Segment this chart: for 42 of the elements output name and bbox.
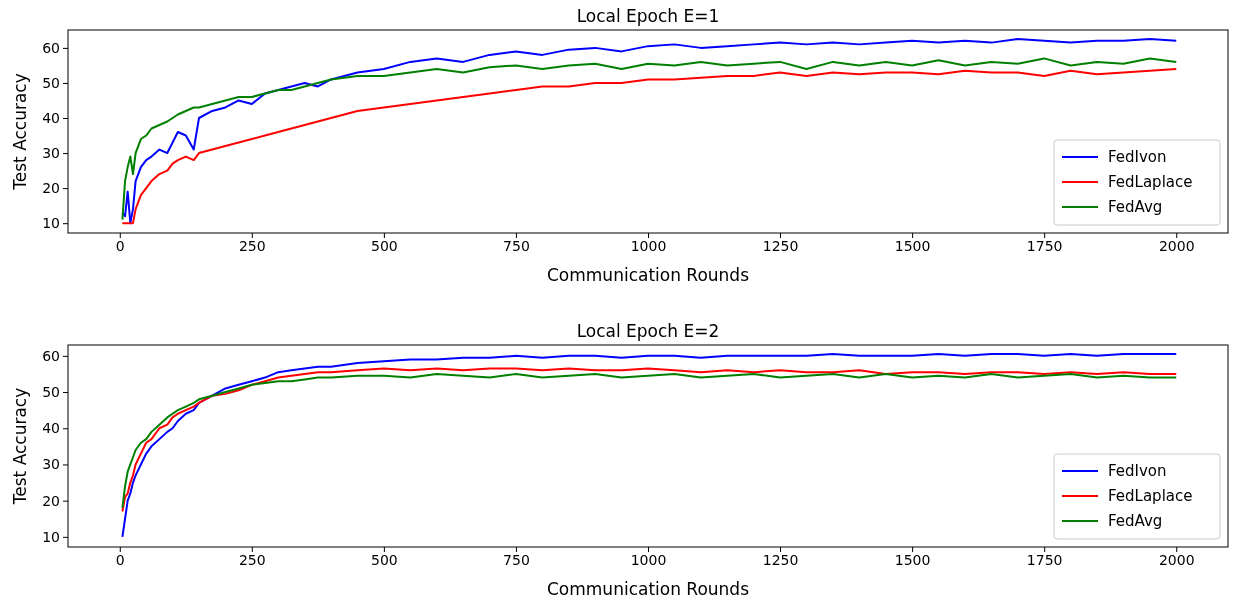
y-tick-label: 60 [42, 39, 60, 56]
chart-title: Local Epoch E=2 [576, 321, 720, 341]
x-tick-label: 1000 [630, 551, 667, 568]
y-tick-label: 40 [42, 109, 60, 126]
y-axis-title: Test Accuracy [10, 73, 30, 191]
y-tick-label: 20 [42, 180, 60, 197]
x-tick-label: 250 [238, 551, 266, 568]
x-tick-label: 500 [371, 237, 398, 254]
legend-label: FedAvg [1108, 198, 1163, 216]
x-tick-label: 2000 [1158, 237, 1195, 254]
legend-label: FedLaplace [1108, 173, 1193, 191]
x-tick-label: 0 [115, 551, 125, 568]
x-tick-label: 1250 [762, 551, 799, 568]
y-tick-label: 20 [42, 492, 60, 509]
x-axis-title: Communication Rounds [546, 265, 750, 285]
x-tick-label: 2000 [1158, 551, 1195, 568]
legend-label: FedIvon [1108, 148, 1167, 166]
y-tick-label: 10 [42, 528, 60, 545]
x-tick-label: 250 [238, 237, 266, 254]
x-tick-label: 1500 [894, 551, 931, 568]
x-tick-label: 1500 [894, 237, 931, 254]
y-tick-label: 50 [42, 74, 60, 91]
x-tick-label: 0 [115, 237, 125, 254]
legend-label: FedAvg [1108, 512, 1163, 530]
y-axis-title: Test Accuracy [10, 387, 30, 506]
x-tick-label: 1750 [1026, 237, 1063, 254]
y-tick-label: 60 [42, 347, 60, 364]
x-tick-label: 750 [503, 551, 530, 568]
x-tick-label: 1250 [762, 237, 799, 254]
chart-title: Local Epoch E=1 [576, 6, 720, 26]
y-tick-label: 30 [42, 145, 60, 162]
x-tick-label: 1750 [1026, 551, 1063, 568]
x-tick-label: 1000 [630, 237, 667, 254]
x-tick-label: 750 [503, 237, 530, 254]
y-tick-label: 30 [42, 456, 60, 473]
legend-label: FedIvon [1108, 462, 1167, 480]
x-tick-label: 500 [371, 551, 398, 568]
y-tick-label: 10 [42, 215, 60, 232]
y-tick-label: 50 [42, 384, 60, 401]
y-tick-label: 40 [42, 420, 60, 437]
x-axis-title: Communication Rounds [546, 579, 750, 599]
legend-label: FedLaplace [1108, 487, 1193, 505]
